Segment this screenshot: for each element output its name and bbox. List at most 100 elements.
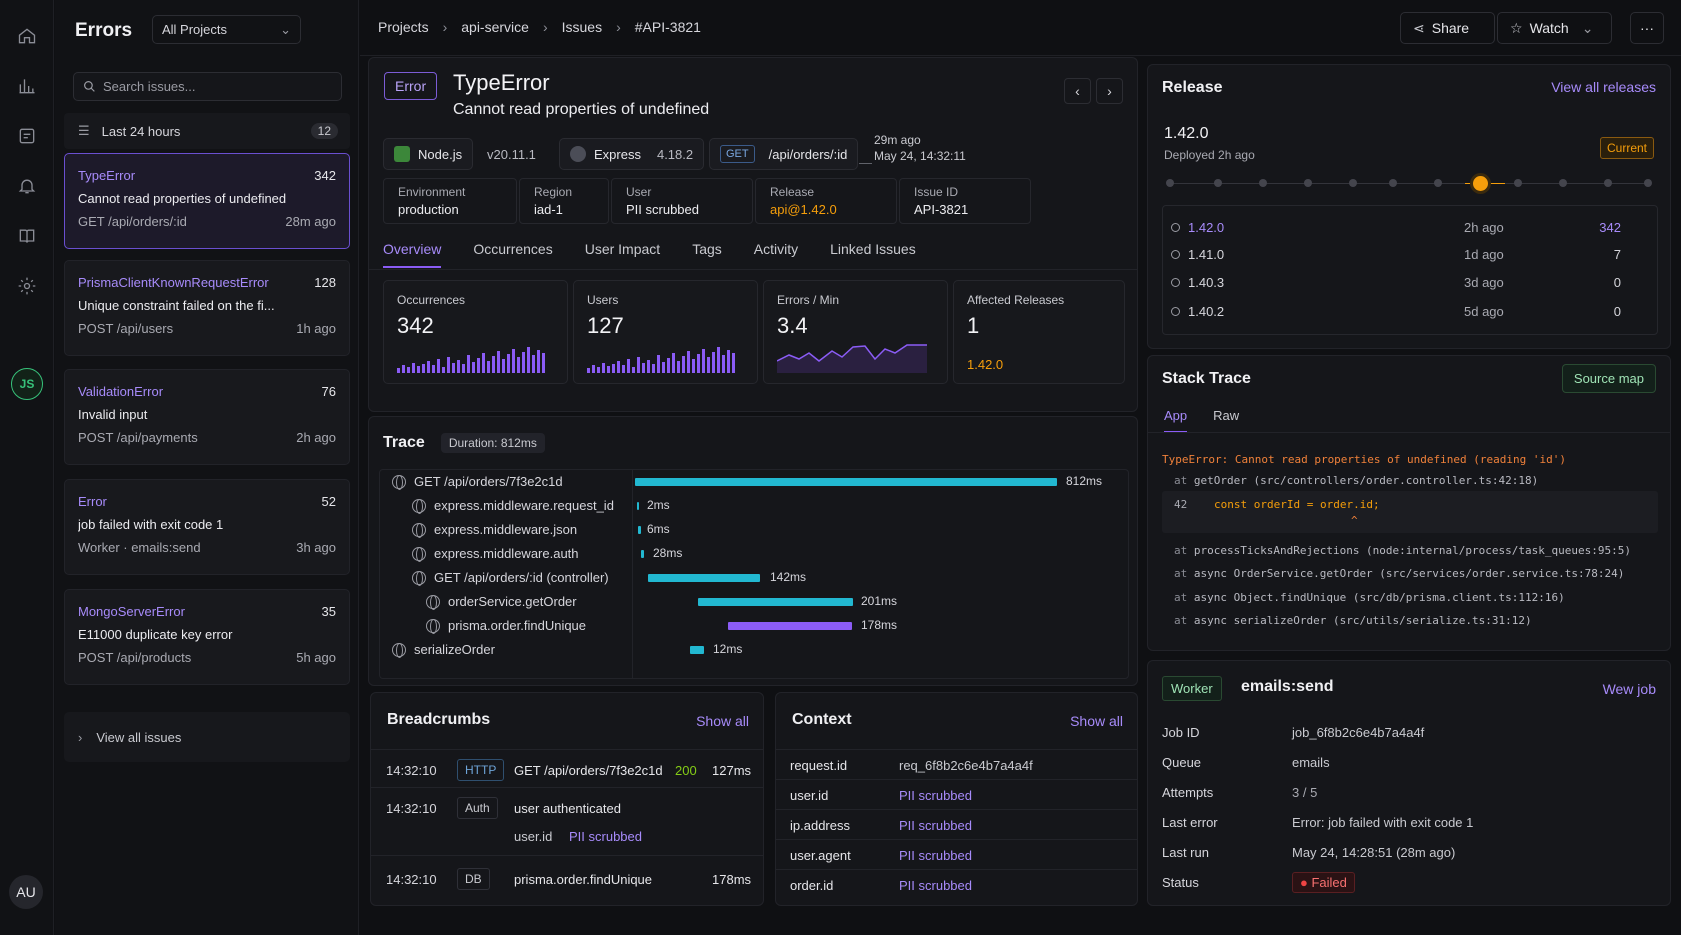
share-icon: ⋖ <box>1413 19 1425 36</box>
breadcrumbs-panel: Breadcrumbs Show all 14:32:10 HTTP GET /… <box>370 692 764 906</box>
breadcrumb-sub-value: PII scrubbed <box>569 829 642 844</box>
book-icon[interactable] <box>15 224 39 248</box>
watch-button[interactable]: ☆ Watch ⌄ <box>1497 12 1612 44</box>
span-row[interactable]: express.middleware.json 6ms <box>380 518 1128 541</box>
breadcrumbs-show-all[interactable]: Show all <box>696 713 749 729</box>
star-icon: ☆ <box>1510 19 1523 36</box>
span-row[interactable]: orderService.getOrder 201ms <box>380 590 1128 613</box>
view-all-releases-link[interactable]: View all releases <box>1551 79 1656 95</box>
tab-raw[interactable]: Raw <box>1213 408 1240 423</box>
search-box[interactable] <box>73 72 342 101</box>
prev-button[interactable]: ‹ <box>1064 78 1091 104</box>
span-bar <box>648 574 760 582</box>
release-panel: Release View all releases 1.42.0 Deploye… <box>1147 64 1671 349</box>
timeline-dot[interactable] <box>1389 179 1397 187</box>
field-release[interactable]: Release api@1.42.0 <box>755 178 897 224</box>
tab-user-impact[interactable]: User Impact <box>584 241 661 257</box>
sparkline-bar <box>637 357 640 373</box>
route-path: /api/orders/:id <box>768 146 848 162</box>
tab-overview[interactable]: Overview <box>383 241 442 268</box>
span-row[interactable]: prisma.order.findUnique 178ms <box>380 614 1128 637</box>
issue-card[interactable]: Error 52 job failed with exit code 1 Work… <box>64 479 350 575</box>
timeline-dot[interactable] <box>1644 179 1652 187</box>
trace-header: Trace Duration: 812ms <box>383 433 545 453</box>
stat-label: Occurrences <box>397 293 466 307</box>
tab-app[interactable]: App <box>1164 408 1188 433</box>
timeline-dot[interactable] <box>1304 179 1312 187</box>
divider: — <box>859 155 872 170</box>
globe-icon <box>392 474 406 490</box>
tab-tags[interactable]: Tags <box>692 241 722 257</box>
next-button[interactable]: › <box>1096 78 1123 104</box>
issue-card[interactable]: PrismaClientKnownRequestError 128 Unique … <box>64 260 350 356</box>
issue-count: 76 <box>321 384 336 399</box>
timeline-dot[interactable] <box>1604 179 1612 187</box>
search-input[interactable] <box>103 79 323 94</box>
share-button[interactable]: ⋖ Share <box>1400 12 1495 44</box>
sparkline-bar <box>442 367 445 373</box>
crumb-project[interactable]: api-service <box>461 19 529 35</box>
timeline-dot[interactable] <box>1166 179 1174 187</box>
runtime-chip: Node.js <box>383 138 474 170</box>
span-duration: 28ms <box>653 546 683 560</box>
source-map-button[interactable]: Source map <box>1561 364 1656 393</box>
release-row[interactable]: 1.40.2 5d ago 0 <box>1171 304 1621 319</box>
span-row[interactable]: express.middleware.auth 28ms <box>380 542 1128 565</box>
chevron-right-icon: › <box>442 19 448 35</box>
view-job-link[interactable]: Wew job <box>1602 681 1656 697</box>
stack-trace-panel: Stack Trace Source map App Raw TypeError… <box>1147 355 1671 651</box>
timeline-dot[interactable] <box>1434 179 1442 187</box>
project-select[interactable]: All Projects ⌄ <box>152 15 301 44</box>
platform-badge[interactable]: JS <box>11 368 43 400</box>
issue-card[interactable]: MongoServerError 35 E11000 duplicate key … <box>64 589 350 685</box>
breadcrumb-row: 14:32:10 Auth user authenticated user.id… <box>371 787 763 855</box>
time-filter[interactable]: ☰ Last 24 hours 12 <box>64 113 350 149</box>
bell-icon[interactable] <box>15 174 39 198</box>
field-value: api@1.42.0 <box>770 202 837 217</box>
sparkline-bar <box>497 351 500 373</box>
crumb-issues[interactable]: Issues <box>561 19 603 35</box>
release-dot <box>1171 223 1180 232</box>
issue-card[interactable]: ValidationError 76 Invalid input POST /ap… <box>64 369 350 465</box>
span-row[interactable]: express.middleware.request_id 2ms <box>380 494 1128 517</box>
more-button[interactable]: ··· <box>1630 12 1664 44</box>
timeline-dot[interactable] <box>1349 179 1357 187</box>
release-row[interactable]: 1.42.0 2h ago 342 <box>1171 220 1621 235</box>
context-show-all[interactable]: Show all <box>1070 713 1123 729</box>
avatar[interactable]: AU <box>9 875 43 909</box>
frame-text: getOrder (src/controllers/order.controll… <box>1193 474 1539 487</box>
issue-card[interactable]: TypeError 342 Cannot read properties of u… <box>64 153 350 249</box>
timeline-dot[interactable] <box>1514 179 1522 187</box>
span-row[interactable]: serializeOrder 12ms <box>380 638 1128 661</box>
affected-release-version[interactable]: 1.42.0 <box>967 357 1004 372</box>
release-row[interactable]: 1.41.0 1d ago 7 <box>1171 247 1621 262</box>
breadcrumb-tag: HTTP <box>457 759 505 781</box>
worker-row: Job ID job_6f8b2c6e4b7a4a4f <box>1162 725 1424 740</box>
sparkline-bar <box>682 356 685 373</box>
board-icon[interactable] <box>15 124 39 148</box>
home-icon[interactable] <box>15 24 39 48</box>
timeline-dot[interactable] <box>1259 179 1267 187</box>
gear-icon[interactable] <box>15 274 39 298</box>
span-row[interactable]: GET /api/orders/7f3e2c1d 812ms <box>380 470 1128 493</box>
worker-row: Status ● Failed <box>1162 872 1355 893</box>
chart-icon[interactable] <box>15 74 39 98</box>
field-region: Region iad-1 <box>519 178 609 224</box>
field-value: iad-1 <box>534 202 563 217</box>
sparkline-bar <box>697 354 700 373</box>
timeline-dot[interactable] <box>1214 179 1222 187</box>
sparkline-bar <box>447 357 450 373</box>
timeline-dot[interactable] <box>1559 179 1567 187</box>
tab-activity[interactable]: Activity <box>753 241 799 257</box>
view-all-issues-button[interactable]: › View all issues <box>64 712 350 762</box>
sparkline-bar <box>712 352 715 373</box>
issue-age: 3h ago <box>296 540 336 555</box>
span-row[interactable]: GET /api/orders/:id (controller) 142ms <box>380 566 1128 589</box>
tab-linked-issues[interactable]: Linked Issues <box>830 241 916 257</box>
tab-occurrences[interactable]: Occurrences <box>473 241 553 257</box>
issue-age: 2h ago <box>296 430 336 445</box>
crumb-projects[interactable]: Projects <box>378 19 429 35</box>
issue-count: 35 <box>321 604 336 619</box>
release-row[interactable]: 1.40.3 3d ago 0 <box>1171 275 1621 290</box>
framework-version: 4.18.2 <box>656 146 694 162</box>
